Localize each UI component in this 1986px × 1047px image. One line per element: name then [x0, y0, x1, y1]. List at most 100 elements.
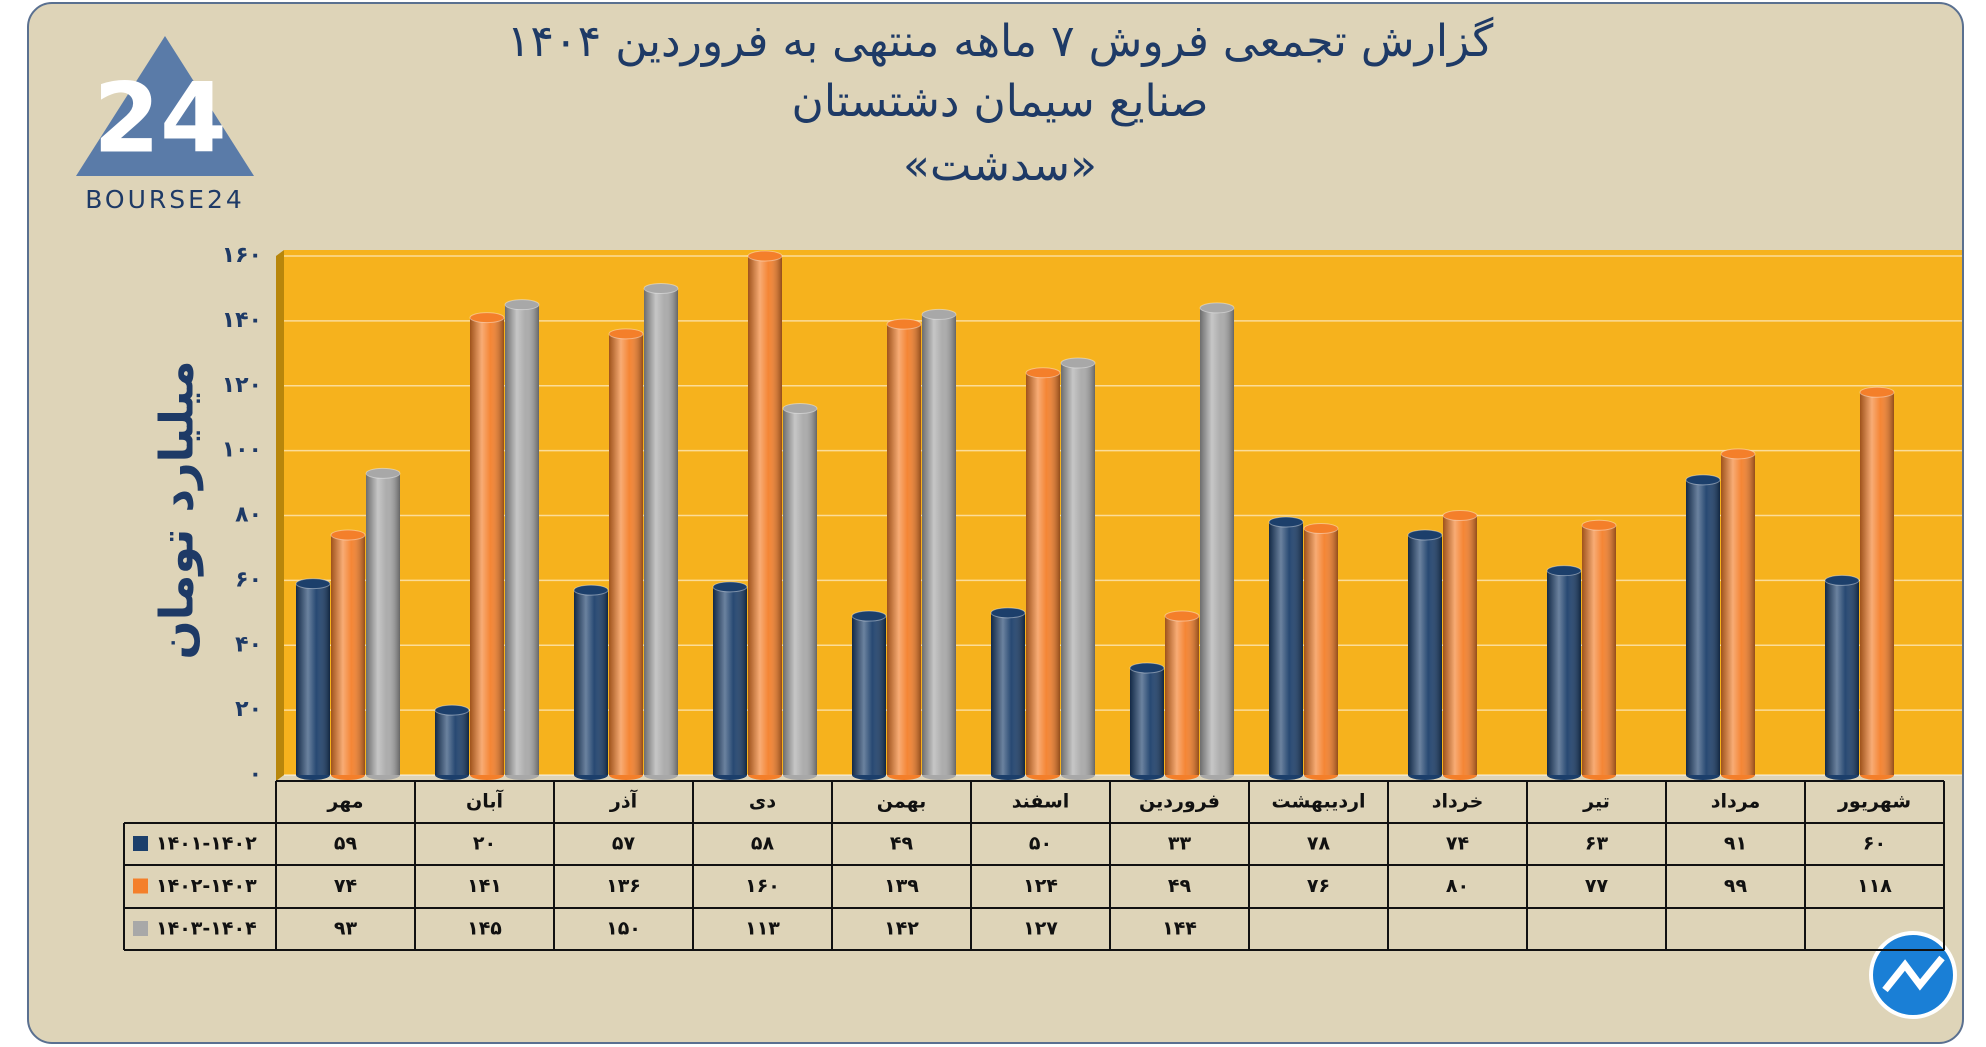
- bar-shade: [1130, 667, 1164, 775]
- x-tick-label: مرداد: [1711, 791, 1761, 813]
- x-tick-label: دی: [749, 791, 776, 813]
- y-tick-label: ۱۶۰: [222, 243, 262, 268]
- table-value: ۵۰: [1029, 833, 1052, 855]
- bar-cap: [1581, 519, 1617, 531]
- bar-shade: [1582, 525, 1616, 775]
- y-tick-label: ۴۰: [235, 632, 262, 657]
- x-tick-label: بهمن: [877, 791, 927, 813]
- y-tick-label: ۲۰: [235, 697, 262, 722]
- table-value: ۴۹: [1168, 875, 1192, 897]
- table-value: ۴۹: [890, 833, 914, 855]
- x-tick-label: شهریور: [1837, 791, 1911, 813]
- logo-text: BOURSE24: [85, 185, 245, 214]
- table-value: ۹۱: [1724, 833, 1747, 855]
- bar-shade: [748, 256, 782, 775]
- bar-shade: [1408, 534, 1442, 775]
- bar-cap: [469, 312, 505, 324]
- bar-cap: [1268, 516, 1304, 528]
- bar-cap: [365, 467, 401, 479]
- table-value: ۷۸: [1307, 833, 1331, 855]
- table-value: ۵۸: [751, 833, 775, 855]
- y-axis-title: میلیارد تومان: [150, 360, 204, 659]
- legend-label: ۱۴۰۳-۱۴۰۴: [156, 918, 257, 940]
- bar-shade: [991, 612, 1025, 775]
- table-value: ۱۲۷: [1023, 918, 1058, 940]
- bar-cap: [782, 402, 818, 414]
- y-tick-label: ۶۰: [235, 567, 262, 592]
- bar-shade: [574, 590, 608, 775]
- bar-cap: [1859, 386, 1895, 398]
- bar-shade: [366, 473, 400, 775]
- legend-swatch: [133, 921, 148, 936]
- table-value: ۳۳: [1168, 833, 1192, 855]
- table-value: ۱۳۶: [606, 875, 641, 897]
- table-value: ۸۰: [1446, 875, 1469, 897]
- logo: 24 BOURSE24: [76, 36, 254, 214]
- table-value: ۶۰: [1863, 833, 1886, 855]
- legend-label: ۱۴۰۱-۱۴۰۲: [156, 833, 257, 855]
- bar-shade: [1860, 392, 1894, 775]
- plot-area: [284, 250, 1962, 775]
- bar-shade: [1686, 479, 1720, 775]
- table-value: ۷۴: [334, 875, 357, 897]
- bar-shade: [470, 317, 504, 775]
- chart-title: گزارش تجمعی فروش ۷ ماهه منتهی به فروردین…: [507, 16, 1494, 67]
- bar-shade: [609, 333, 643, 775]
- table-value: ۶۳: [1585, 833, 1609, 855]
- logo-mark: 24: [93, 62, 227, 174]
- x-tick-label: آذر: [609, 789, 638, 813]
- table-value: ۱۴۲: [884, 918, 919, 940]
- table-value: ۱۱۸: [1857, 875, 1892, 897]
- bar-shade: [1304, 528, 1338, 775]
- bar-cap: [1164, 610, 1200, 622]
- bar-cap: [295, 578, 331, 590]
- x-tick-label: اسفند: [1012, 791, 1070, 813]
- table-value: ۹۹: [1724, 875, 1748, 897]
- bar-shade: [783, 408, 817, 775]
- bar-shade: [1825, 580, 1859, 775]
- table-value: ۵۹: [334, 833, 358, 855]
- bar-cap: [1407, 529, 1443, 541]
- bar-shade: [1165, 616, 1199, 775]
- bar-cap: [434, 704, 470, 716]
- bar-cap: [1025, 367, 1061, 379]
- table-value: ۷۶: [1307, 875, 1330, 897]
- bar-cap: [1199, 302, 1235, 314]
- y-tick-label: ۱۰۰: [222, 438, 262, 463]
- x-tick-label: اردیبهشت: [1271, 791, 1365, 813]
- table-value: ۱۵۰: [606, 918, 641, 940]
- bar-cap: [1824, 574, 1860, 586]
- table-value: ۷۷: [1585, 875, 1609, 897]
- corner-logo: [1869, 931, 1957, 1019]
- bar-shade: [1061, 363, 1095, 775]
- legend-label: ۱۴۰۲-۱۴۰۳: [156, 875, 257, 897]
- bar-cap: [643, 282, 679, 294]
- y-tick-label: ۰: [249, 762, 262, 787]
- plot-wall: [276, 250, 284, 781]
- bar-cap: [1303, 522, 1339, 534]
- bar-shade: [435, 710, 469, 775]
- table-value: ۱۱۳: [745, 918, 780, 940]
- bar-shade: [713, 586, 747, 775]
- bar-shade: [1026, 372, 1060, 775]
- y-tick-label: ۱۴۰: [222, 308, 262, 333]
- bar-cap: [990, 607, 1026, 619]
- bar-cap: [1129, 662, 1165, 674]
- bar-shade: [922, 314, 956, 775]
- x-tick-label: مهر: [326, 791, 363, 813]
- bar-shade: [1443, 515, 1477, 775]
- bar-shade: [887, 324, 921, 775]
- bar-shade: [331, 534, 365, 775]
- bar-cap: [851, 610, 887, 622]
- legend-swatch: [133, 878, 148, 894]
- table-value: ۱۴۵: [467, 918, 502, 940]
- bar-cap: [1685, 474, 1721, 486]
- bar-cap: [747, 250, 783, 262]
- bar-shade: [852, 616, 886, 775]
- table-value: ۱۲۴: [1023, 875, 1058, 897]
- chart-subtitle: صنایع سیمان دشتستان: [792, 76, 1209, 127]
- table-value: ۱۴۴: [1162, 918, 1197, 940]
- bar-cap: [1442, 510, 1478, 521]
- bar-cap: [573, 584, 609, 596]
